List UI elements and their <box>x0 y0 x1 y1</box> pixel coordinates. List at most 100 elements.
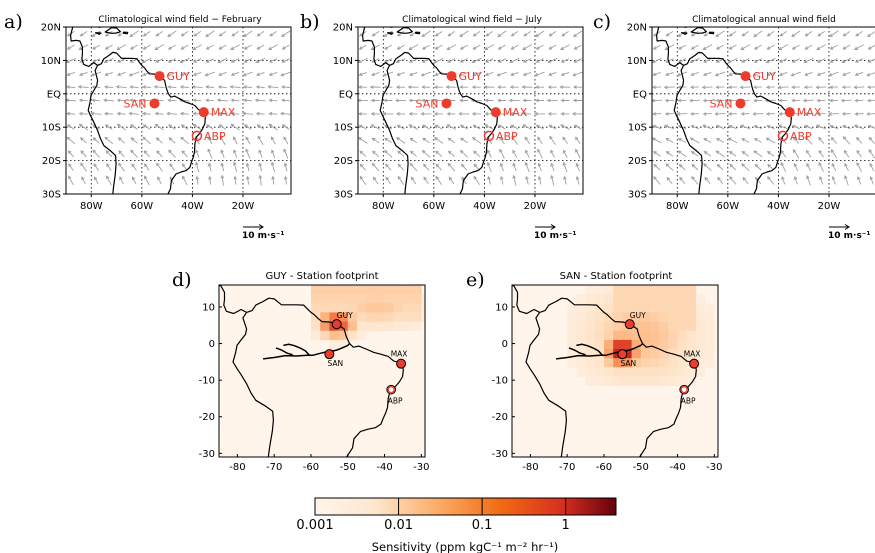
panel-c-wind-arrow <box>715 30 725 38</box>
panel-c-coast-jamaica <box>681 32 688 35</box>
panel-a-wind-arrow <box>191 85 203 89</box>
panel-e-sensitivity-cell <box>631 339 642 350</box>
panel-e-sensitivity-cell <box>695 312 706 322</box>
panel-a-wind-arrow <box>92 149 101 158</box>
panel-a-wind-arrow <box>180 71 189 77</box>
panel-d-amazon-river <box>263 343 351 360</box>
panel-e-x-tick-label: -30 <box>706 462 722 473</box>
panel-e-sensitivity-cell <box>622 339 632 350</box>
panel-a-wind-arrow <box>205 85 215 89</box>
panel-a-wind-arrow <box>67 150 75 158</box>
panel-a-wind-arrow <box>129 44 138 50</box>
panel-c-station-guy-marker <box>740 71 751 82</box>
panel-b-wind-arrow <box>572 85 582 89</box>
panel-c-wind-arrow <box>690 124 699 130</box>
panel-a-wind-arrow <box>181 150 188 158</box>
panel-b-wind-arrow <box>560 124 570 130</box>
panel-a-wind-arrow <box>117 71 126 77</box>
panel-d-sensitivity-cell <box>311 330 321 341</box>
panel-e-sensitivity-cell <box>631 303 642 313</box>
panel-e-station-abp-label: ABP <box>681 397 696 406</box>
panel-e-sensitivity-cell <box>622 312 632 322</box>
panel-b-wind-arrow <box>447 150 455 157</box>
panel-b-station-san-marker <box>441 98 452 109</box>
panel-d-sensitivity-cell <box>329 330 339 341</box>
panel-c-wind-arrow <box>791 85 801 90</box>
panel-c-wind-arrow <box>653 151 661 157</box>
panel-e-sensitivity-cell <box>677 339 688 350</box>
panel-b-wind-arrow <box>522 44 532 50</box>
panel-d-guy-footprint: d) GUY - Station footprint 10 0 -10 -20 -30 -… <box>172 269 429 473</box>
panel-a-lat-tick-30s: 30S <box>42 190 61 201</box>
panel-a-wind-arrow <box>232 161 238 173</box>
panel-e-sensitivity-cell <box>567 349 577 359</box>
panel-b-scale-arrow <box>535 224 556 230</box>
panel-a-wind-arrow <box>195 161 200 173</box>
panel-a-lat-tick-10s: 10S <box>42 123 61 134</box>
panel-b-wind-arrow <box>534 71 545 77</box>
panel-b-wind-arrow <box>487 175 491 185</box>
panel-e-sensitivity-cell <box>604 312 614 322</box>
panel-e-sensitivity-cell <box>640 358 651 368</box>
panel-c-wind-arrow <box>752 112 764 116</box>
panel-e-coastlines <box>512 285 697 457</box>
panel-a-wind-arrow <box>92 137 100 144</box>
panel-e-sensitivity-cell <box>686 376 697 386</box>
panel-c-lat-tick-10n: 10N <box>627 56 647 67</box>
panel-b-wind-arrow <box>499 136 505 145</box>
panel-e-sensitivity-cell <box>705 349 715 359</box>
panel-b-wind-arrow <box>471 57 482 64</box>
panel-d-sensitivity-cell <box>347 321 358 332</box>
panel-e-y-tick-label: 10 <box>495 302 508 313</box>
panel-d-sensitivity-cell <box>320 321 330 332</box>
panel-e-amazon-river <box>556 343 644 360</box>
panel-e-sensitivity-cell <box>677 358 688 368</box>
panel-e-sensitivity-cell <box>640 312 651 322</box>
panel-b-wind-arrow <box>370 44 381 50</box>
panel-c-wind-arrow <box>806 162 811 172</box>
panel-a-coast-central-america <box>70 27 98 67</box>
panel-a-wind-arrow <box>230 123 240 131</box>
panel-b-wind-arrow <box>472 124 481 130</box>
panel-a-wind-arrow <box>68 163 74 171</box>
panel-a-wind-arrow <box>206 124 214 130</box>
panel-a-wind-arrow <box>280 71 291 77</box>
panel-b-wind-arrow <box>509 57 520 64</box>
panel-e-sensitivity-cell <box>594 321 605 332</box>
panel-c-wind-arrow <box>766 176 775 185</box>
panel-b-wind-arrow <box>447 58 456 63</box>
panel-c-wind-arrow <box>853 124 865 130</box>
panel-e-sensitivity-cell <box>576 321 586 332</box>
panel-a-wind-arrow <box>281 30 291 38</box>
panel-b-lon-tick-80w: 80W <box>372 201 395 212</box>
panel-a-wind-arrow <box>256 71 265 77</box>
panel-d-title: GUY - Station footprint <box>265 271 378 282</box>
panel-e-coast-atlantic <box>539 297 697 457</box>
panel-e-sensitivity-cell <box>613 339 623 350</box>
panel-b-wind-arrow <box>446 124 457 130</box>
panel-c-wind-arrow <box>741 31 750 37</box>
panel-c-wind-arrow <box>817 31 825 37</box>
panel-e-sensitivity-cell <box>631 358 642 368</box>
panel-d-sensitivity-cell <box>338 294 349 304</box>
panel-c-wind-arrow <box>728 44 737 50</box>
panel-e-sensitivity-cell <box>594 376 605 386</box>
panel-c-lon-tick-40w: 40W <box>767 201 790 212</box>
panel-b-lat-tick-30s: 30S <box>334 190 353 201</box>
panel-e-sensitivity-cell <box>613 303 623 313</box>
panel-a-wind-arrow <box>128 71 140 77</box>
panel-d-sensitivity-cell <box>338 339 349 350</box>
panel-c-wind-arrow <box>854 71 864 77</box>
panel-c-wind-arrow <box>765 112 775 116</box>
panel-b-coast-central-america <box>362 27 390 67</box>
panel-a-wind-arrow <box>144 175 150 186</box>
panel-c-wind-arrow <box>869 162 875 172</box>
panel-c-wind-arrow <box>729 163 737 171</box>
panel-e-sensitivity-cell <box>585 358 596 368</box>
panel-a-wind-arrow <box>91 58 101 63</box>
panel-a-wind-arrow <box>105 150 113 158</box>
panel-e-sensitivity-cell <box>640 321 651 332</box>
panel-b-wind-arrow <box>560 112 570 116</box>
panel-b-wind-arrow <box>573 30 583 38</box>
panel-a-wind-arrow <box>106 175 112 186</box>
